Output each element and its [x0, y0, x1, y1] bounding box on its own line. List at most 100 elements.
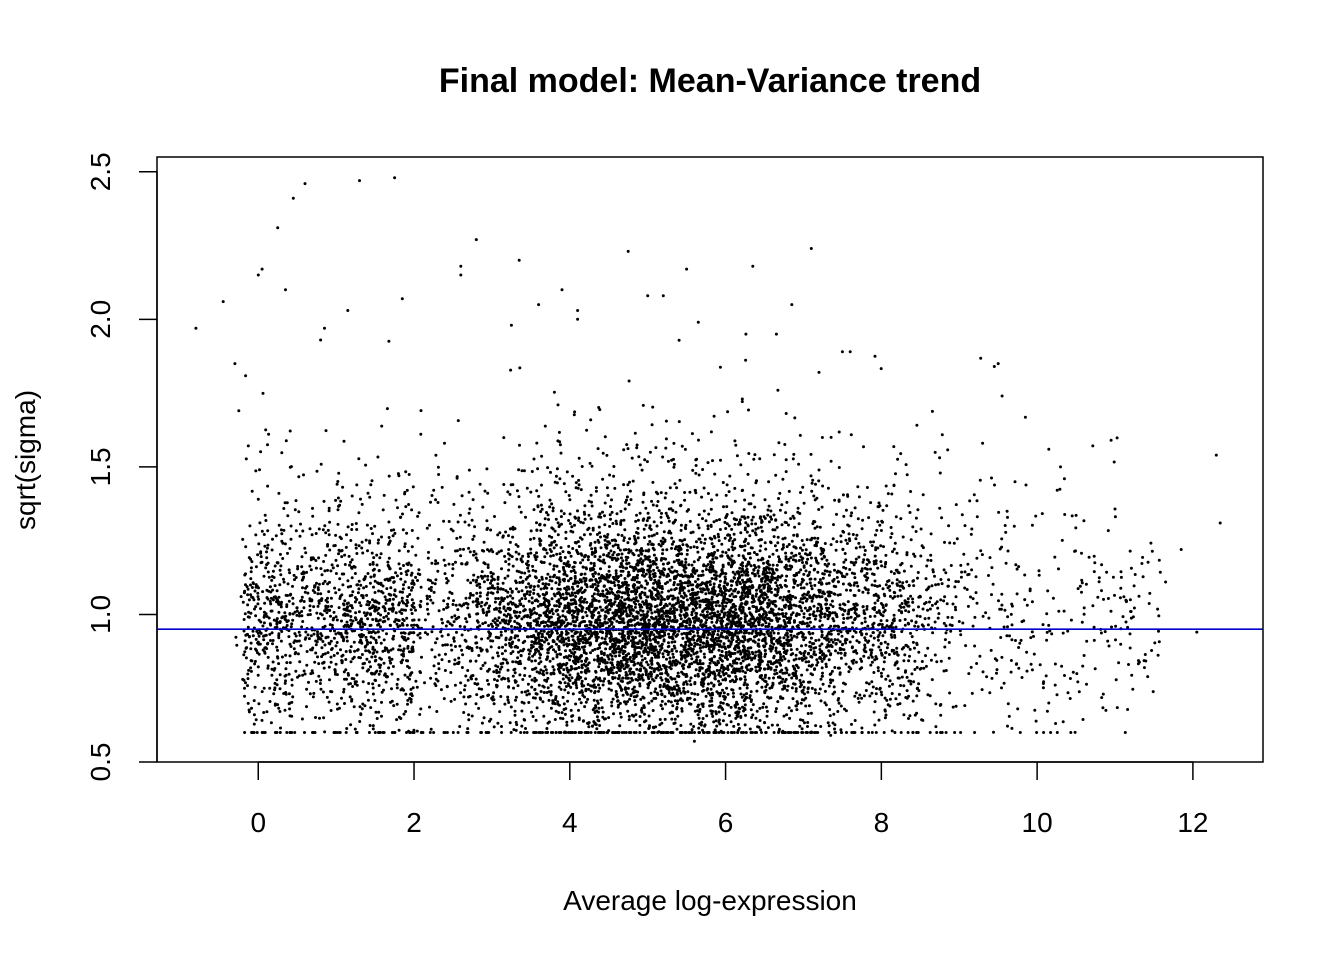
data-point: [490, 575, 494, 578]
data-point: [564, 530, 568, 534]
data-point: [912, 552, 916, 556]
data-point: [409, 700, 413, 704]
data-point: [548, 562, 552, 566]
data-point: [407, 586, 411, 590]
data-point: [925, 564, 929, 568]
data-point: [903, 618, 907, 621]
data-point: [620, 534, 624, 537]
data-point: [377, 538, 380, 542]
data-point: [684, 640, 688, 644]
data-point: [627, 593, 631, 597]
data-point: [829, 543, 833, 547]
data-point: [442, 607, 446, 611]
data-point: [493, 586, 496, 590]
data-point: [401, 587, 405, 591]
data-point: [406, 702, 409, 706]
data-point: [616, 533, 620, 537]
data-point: [436, 465, 440, 469]
data-point: [950, 616, 954, 619]
data-point: [467, 546, 471, 550]
data-point: [627, 718, 631, 722]
data-point: [280, 451, 284, 455]
data-point: [442, 731, 446, 734]
data-point: [660, 587, 664, 591]
data-point: [885, 646, 889, 650]
data-point: [265, 588, 269, 592]
data-point: [552, 564, 556, 568]
data-point: [754, 716, 758, 720]
data-point: [807, 660, 811, 664]
data-point: [432, 664, 436, 668]
data-point: [523, 666, 527, 670]
data-point: [764, 625, 768, 628]
data-point: [690, 657, 694, 661]
data-point: [754, 610, 758, 613]
data-point: [793, 525, 797, 529]
data-point: [814, 646, 818, 650]
data-point: [649, 691, 653, 695]
data-point: [929, 596, 933, 600]
data-point: [267, 432, 271, 436]
data-point: [508, 527, 512, 531]
data-point: [873, 554, 877, 558]
data-point: [743, 723, 747, 727]
data-point: [788, 567, 792, 571]
data-point: [619, 523, 623, 526]
data-point: [571, 714, 575, 718]
data-point: [521, 678, 525, 681]
data-point: [724, 516, 728, 520]
data-point: [802, 501, 806, 505]
data-point: [335, 641, 339, 644]
data-point: [975, 499, 979, 503]
data-point: [265, 556, 269, 560]
data-point: [692, 545, 696, 549]
data-point: [896, 594, 900, 598]
data-point: [939, 578, 943, 581]
data-point: [730, 527, 734, 531]
data-point: [377, 569, 381, 573]
data-point: [805, 668, 809, 672]
data-point: [947, 641, 951, 644]
data-point: [619, 659, 623, 663]
data-point: [1115, 706, 1119, 710]
data-point: [506, 698, 510, 702]
data-point: [835, 512, 838, 516]
data-point: [890, 532, 894, 536]
data-point: [946, 584, 950, 588]
data-point: [537, 624, 541, 627]
data-point: [943, 645, 947, 649]
data-point: [372, 636, 376, 640]
data-point: [901, 581, 905, 585]
data-point: [509, 368, 513, 372]
data-point: [536, 604, 540, 608]
data-point: [904, 463, 908, 467]
data-point: [518, 673, 522, 677]
data-point: [659, 539, 663, 543]
data-point: [333, 629, 336, 633]
data-point: [737, 706, 741, 710]
data-point: [798, 552, 801, 556]
data-point: [387, 556, 391, 560]
data-point: [391, 665, 395, 668]
data-point: [926, 587, 930, 591]
data-point: [667, 589, 671, 593]
data-point: [606, 590, 610, 594]
data-point: [1099, 631, 1103, 635]
data-point: [489, 622, 493, 626]
data-point: [792, 533, 796, 537]
data-point: [865, 572, 869, 575]
data-point: [1131, 615, 1135, 619]
data-point: [463, 684, 467, 688]
data-point: [953, 585, 957, 589]
data-point: [746, 578, 750, 582]
data-point: [385, 587, 389, 591]
data-point: [908, 654, 911, 658]
data-point: [514, 698, 517, 702]
data-point: [716, 548, 720, 552]
data-point: [853, 719, 857, 722]
data-point: [831, 692, 835, 696]
data-point: [764, 547, 768, 551]
data-point: [715, 724, 719, 728]
data-point: [670, 717, 674, 721]
data-point: [502, 606, 506, 610]
